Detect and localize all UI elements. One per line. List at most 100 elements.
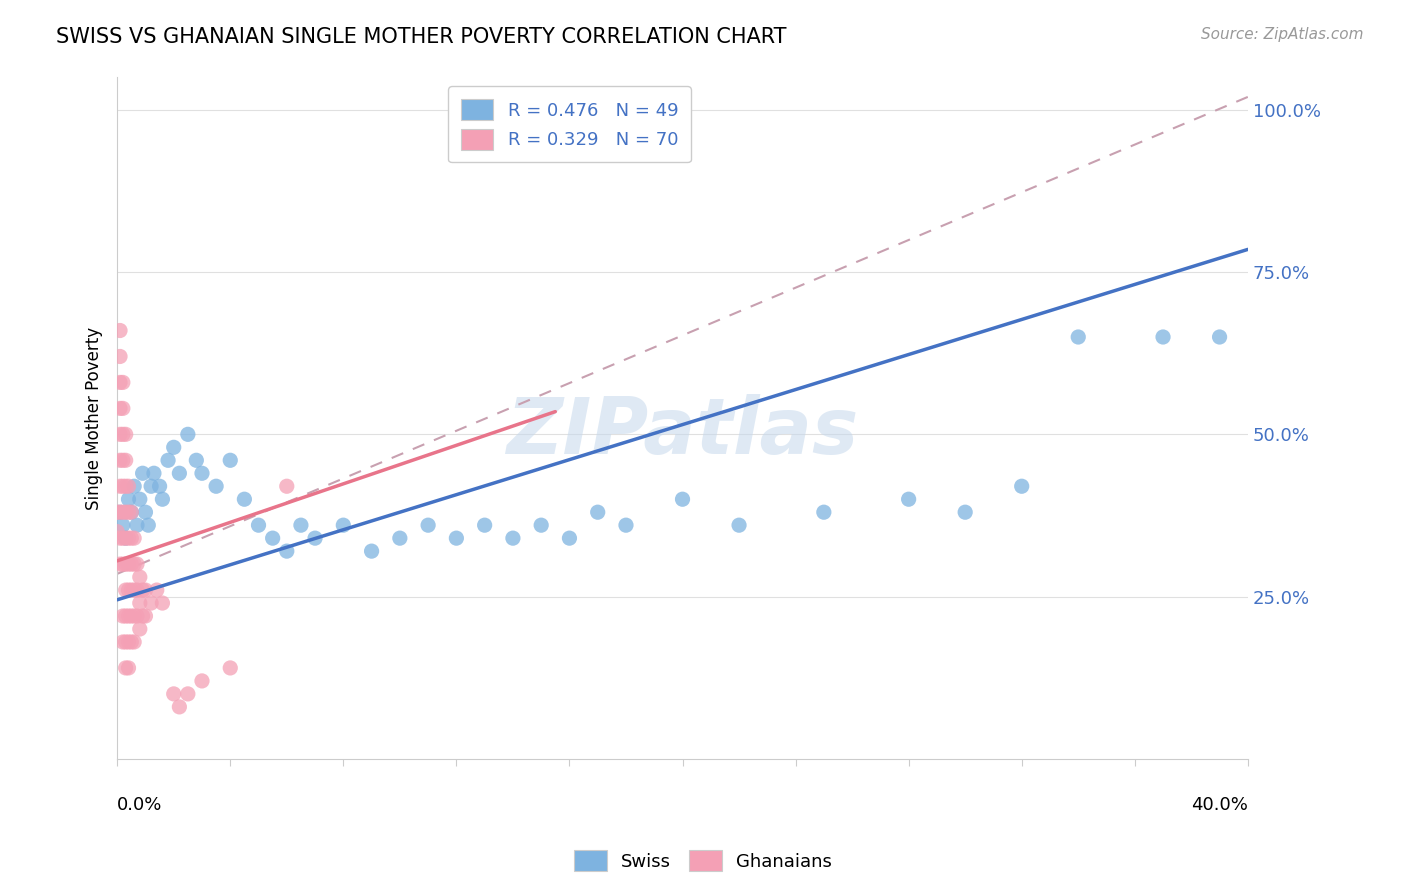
Point: [108, 401, 131, 416]
Point: [117, 583, 139, 598]
Point: [108, 453, 131, 467]
Point: [111, 376, 134, 390]
Point: [108, 427, 131, 442]
Point: [360, 544, 382, 558]
Point: [1152, 330, 1174, 344]
Point: [671, 492, 693, 507]
Point: [134, 609, 156, 624]
Point: [139, 596, 162, 610]
Point: [111, 453, 134, 467]
Y-axis label: Single Mother Poverty: Single Mother Poverty: [86, 326, 103, 509]
Point: [276, 479, 298, 493]
Point: [290, 518, 312, 533]
Point: [108, 350, 131, 364]
Point: [108, 376, 131, 390]
Point: [114, 427, 136, 442]
Point: [117, 492, 139, 507]
Point: [120, 505, 142, 519]
Point: [446, 531, 468, 545]
Point: [125, 583, 148, 598]
Point: [416, 518, 439, 533]
Point: [262, 531, 284, 545]
Point: [117, 557, 139, 571]
Point: [530, 518, 553, 533]
Point: [134, 583, 156, 598]
Point: [128, 570, 150, 584]
Point: [128, 596, 150, 610]
Point: [205, 479, 228, 493]
Point: [120, 609, 142, 624]
Point: [157, 453, 180, 467]
Point: [125, 557, 148, 571]
Point: [122, 531, 145, 545]
Point: [728, 518, 751, 533]
Point: [111, 518, 134, 533]
Point: [111, 505, 134, 519]
Point: [125, 609, 148, 624]
Point: [191, 673, 214, 688]
Point: [1208, 330, 1230, 344]
Text: SWISS VS GHANAIAN SINGLE MOTHER POVERTY CORRELATION CHART: SWISS VS GHANAIAN SINGLE MOTHER POVERTY …: [56, 27, 787, 46]
Point: [558, 531, 581, 545]
Point: [111, 609, 134, 624]
Point: [105, 524, 128, 539]
Point: [117, 479, 139, 493]
Point: [953, 505, 976, 519]
Point: [122, 609, 145, 624]
Point: [114, 531, 136, 545]
Point: [111, 557, 134, 571]
Point: [332, 518, 354, 533]
Point: [304, 531, 326, 545]
Point: [191, 467, 214, 481]
Point: [108, 531, 131, 545]
Point: [131, 609, 153, 624]
Point: [114, 453, 136, 467]
Text: 40.0%: 40.0%: [1191, 797, 1249, 814]
Point: [114, 635, 136, 649]
Point: [105, 505, 128, 519]
Point: [136, 518, 159, 533]
Point: [120, 505, 142, 519]
Point: [117, 635, 139, 649]
Point: [134, 505, 156, 519]
Point: [219, 453, 242, 467]
Point: [163, 687, 186, 701]
Point: [813, 505, 835, 519]
Point: [120, 531, 142, 545]
Point: [474, 518, 496, 533]
Point: [586, 505, 609, 519]
Point: [122, 479, 145, 493]
Point: [122, 635, 145, 649]
Point: [114, 505, 136, 519]
Point: [169, 467, 191, 481]
Point: [111, 635, 134, 649]
Point: [614, 518, 637, 533]
Point: [131, 583, 153, 598]
Point: [108, 324, 131, 338]
Point: [108, 479, 131, 493]
Point: [108, 505, 131, 519]
Point: [142, 467, 165, 481]
Point: [111, 401, 134, 416]
Legend: Swiss, Ghanaians: Swiss, Ghanaians: [567, 843, 839, 879]
Point: [177, 427, 200, 442]
Text: 0.0%: 0.0%: [117, 797, 163, 814]
Text: ZIPatlas: ZIPatlas: [506, 393, 859, 470]
Point: [219, 661, 242, 675]
Point: [120, 635, 142, 649]
Point: [108, 557, 131, 571]
Point: [276, 544, 298, 558]
Point: [108, 505, 131, 519]
Point: [502, 531, 524, 545]
Point: [177, 687, 200, 701]
Point: [169, 699, 191, 714]
Point: [111, 531, 134, 545]
Point: [117, 609, 139, 624]
Point: [247, 518, 270, 533]
Point: [120, 583, 142, 598]
Point: [111, 479, 134, 493]
Point: [120, 557, 142, 571]
Point: [897, 492, 920, 507]
Point: [125, 518, 148, 533]
Point: [145, 583, 167, 598]
